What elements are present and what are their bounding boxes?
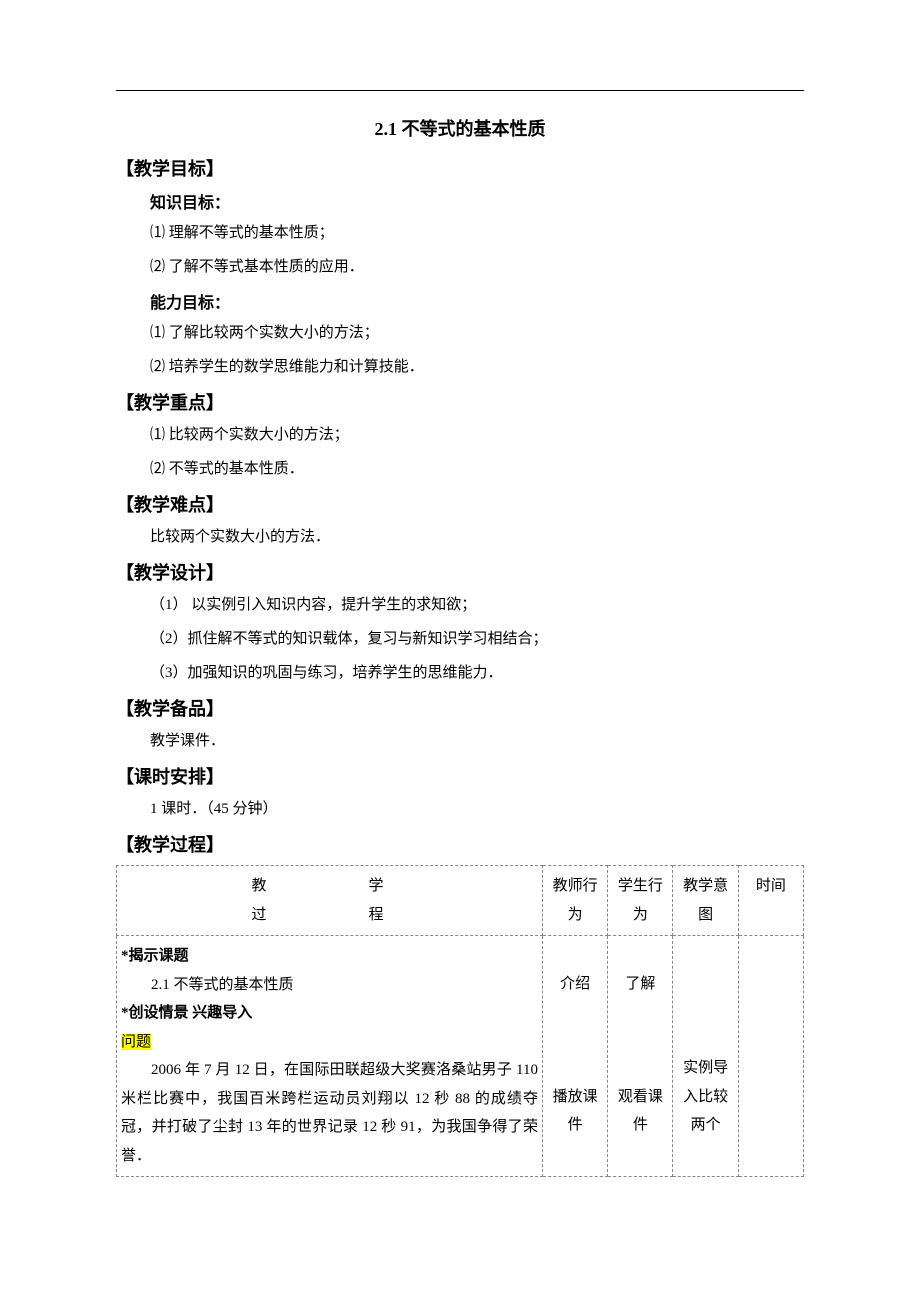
materials-text: 教学课件． — [150, 729, 804, 753]
heading-materials: 【教学备品】 — [116, 695, 804, 721]
subheading-ability: 能力目标： — [150, 289, 804, 313]
process-body: 2006 年 7 月 12 日，在国际田联超级大奖赛洛桑站男子 110米栏比赛中… — [121, 1056, 538, 1170]
heading-design: 【教学设计】 — [116, 559, 804, 585]
cell-student: 了解 观看课件 — [608, 936, 673, 1177]
process-table: 教 学 过 程 教师行为 学生行为 教学意图 时间 *揭示课题 2.1 不等式的… — [116, 865, 804, 1177]
heading-goal: 【教学目标】 — [116, 155, 804, 181]
design-item-3: （3）加强知识的巩固与练习，培养学生的思维能力． — [150, 661, 804, 685]
doc-title: 2.1 不等式的基本性质 — [116, 115, 804, 141]
cell-teacher: 介绍 播放课件 — [542, 936, 607, 1177]
process-header-l2: 过 程 — [121, 901, 538, 930]
col-header-time: 时间 — [738, 866, 803, 936]
goal-knowledge-item-2: ⑵ 了解不等式基本性质的应用． — [150, 255, 804, 279]
design-item-1: （1） 以实例引入知识内容，提升学生的求知欲； — [150, 593, 804, 617]
reveal-body-text: 2.1 不等式的基本性质 — [121, 971, 538, 1000]
reveal-title: *揭示课题 — [121, 942, 538, 971]
process-header-l1: 教 学 — [121, 872, 538, 901]
heading-schedule: 【课时安排】 — [116, 763, 804, 789]
col-header-intent: 教学意图 — [673, 866, 738, 936]
table-header-row: 教 学 过 程 教师行为 学生行为 教学意图 时间 — [117, 866, 804, 936]
scene-title: *创设情景 兴趣导入 — [121, 999, 538, 1028]
top-rule — [116, 90, 804, 91]
col-header-student: 学生行为 — [608, 866, 673, 936]
student-action-2: 观看课件 — [612, 1083, 668, 1140]
reveal-body: 2.1 不等式的基本性质 — [121, 971, 538, 1000]
teacher-action-2: 播放课件 — [547, 1083, 603, 1140]
col-header-process: 教 学 过 程 — [117, 866, 543, 936]
student-action-1: 了解 — [612, 970, 668, 999]
schedule-text: 1 课时．（45 分钟） — [150, 797, 804, 821]
intent-text-1: 实例导入比较两个 — [677, 1054, 733, 1140]
subheading-knowledge: 知识目标： — [150, 189, 804, 213]
cell-process: *揭示课题 2.1 不等式的基本性质 *创设情景 兴趣导入 问题 2006 年 … — [117, 936, 543, 1177]
cell-intent: 实例导入比较两个 — [673, 936, 738, 1177]
design-item-2: （2）抓住解不等式的知识载体，复习与新知识学习相结合； — [150, 627, 804, 651]
cell-time — [738, 936, 803, 1177]
goal-ability-item-2: ⑵ 培养学生的数学思维能力和计算技能． — [150, 355, 804, 379]
goal-ability-item-1: ⑴ 了解比较两个实数大小的方法； — [150, 321, 804, 345]
process-body-text: 2006 年 7 月 12 日，在国际田联超级大奖赛洛桑站男子 110米栏比赛中… — [121, 1056, 538, 1170]
difficulty-text: 比较两个实数大小的方法． — [150, 525, 804, 549]
heading-process: 【教学过程】 — [116, 831, 804, 857]
question-line: 问题 — [121, 1028, 538, 1057]
keypoint-item-1: ⑴ 比较两个实数大小的方法； — [150, 423, 804, 447]
col-header-teacher: 教师行为 — [542, 866, 607, 936]
goal-knowledge-item-1: ⑴ 理解不等式的基本性质； — [150, 221, 804, 245]
table-content-row: *揭示课题 2.1 不等式的基本性质 *创设情景 兴趣导入 问题 2006 年 … — [117, 936, 804, 1177]
question-label: 问题 — [121, 1034, 151, 1050]
teacher-action-1: 介绍 — [547, 970, 603, 999]
heading-keypoint: 【教学重点】 — [116, 389, 804, 415]
heading-difficulty: 【教学难点】 — [116, 491, 804, 517]
keypoint-item-2: ⑵ 不等式的基本性质． — [150, 457, 804, 481]
